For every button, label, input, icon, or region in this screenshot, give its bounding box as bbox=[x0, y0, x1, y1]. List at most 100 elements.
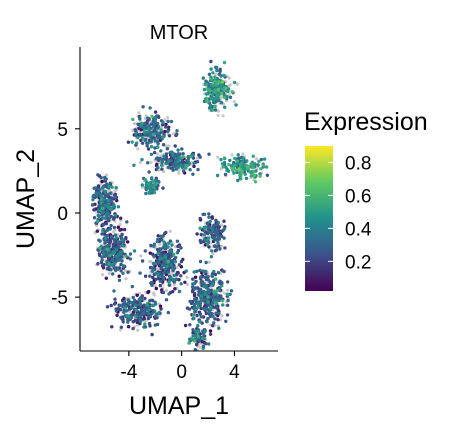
cell-point bbox=[217, 98, 221, 103]
cell-point bbox=[163, 268, 167, 272]
cell-point bbox=[225, 168, 229, 172]
cell-point bbox=[193, 348, 197, 351]
cell-point bbox=[151, 180, 156, 184]
cell-point bbox=[124, 254, 128, 258]
cell-point bbox=[110, 185, 114, 189]
cell-point bbox=[219, 101, 224, 105]
cell-point bbox=[233, 156, 237, 161]
cell-point bbox=[122, 305, 126, 309]
cell-point bbox=[158, 279, 162, 283]
cell-point bbox=[199, 306, 203, 311]
cell-point bbox=[261, 163, 265, 167]
cell-point bbox=[210, 283, 214, 287]
cell-point bbox=[176, 165, 180, 169]
cell-point bbox=[164, 125, 168, 129]
cell-point bbox=[138, 305, 142, 309]
cell-point bbox=[206, 222, 210, 226]
cell-point bbox=[146, 311, 150, 315]
cell-point bbox=[208, 323, 212, 327]
cell-point bbox=[212, 321, 216, 325]
cell-point bbox=[164, 161, 169, 166]
cell-point bbox=[130, 140, 134, 144]
cell-point bbox=[171, 277, 176, 282]
cell-point bbox=[146, 116, 150, 120]
cell-point bbox=[177, 263, 182, 267]
cell-point bbox=[188, 323, 192, 327]
cell-point bbox=[152, 309, 157, 313]
cell-point bbox=[214, 311, 218, 315]
cell-point bbox=[198, 259, 203, 264]
cell-point bbox=[204, 239, 208, 243]
cell-point bbox=[113, 250, 117, 254]
cell-point bbox=[189, 154, 193, 158]
cell-point bbox=[153, 139, 158, 143]
cell-point bbox=[207, 215, 211, 219]
cell-point bbox=[156, 145, 160, 149]
cell-point bbox=[238, 172, 242, 176]
cell-point bbox=[253, 180, 258, 184]
cell-point bbox=[243, 172, 247, 176]
cell-point bbox=[150, 176, 154, 180]
cell-point bbox=[126, 240, 130, 244]
y-tick-label: -5 bbox=[51, 288, 68, 309]
cell-point bbox=[184, 163, 188, 168]
cell-point bbox=[206, 274, 210, 279]
cell-point bbox=[126, 317, 130, 322]
cell-point bbox=[235, 162, 239, 166]
cell-point bbox=[118, 234, 123, 238]
cell-point bbox=[255, 157, 259, 161]
cell-point bbox=[94, 186, 98, 190]
cell-point bbox=[220, 162, 225, 166]
cell-point bbox=[164, 156, 168, 161]
cell-point bbox=[164, 264, 169, 269]
cell-point bbox=[160, 159, 164, 163]
y-tick-label: 0 bbox=[57, 204, 68, 225]
cell-point bbox=[206, 300, 210, 305]
cell-point bbox=[139, 124, 143, 128]
cell-point bbox=[214, 65, 219, 70]
cell-point bbox=[100, 258, 104, 262]
cell-point bbox=[183, 280, 187, 284]
cell-point bbox=[236, 178, 240, 183]
cell-point bbox=[156, 141, 160, 146]
cell-point bbox=[222, 60, 227, 65]
cell-point bbox=[175, 129, 179, 133]
cell-point bbox=[185, 283, 189, 287]
cell-point bbox=[116, 225, 121, 229]
cell-point bbox=[218, 318, 222, 322]
cell-point bbox=[225, 95, 229, 99]
cell-point bbox=[152, 150, 157, 155]
cell-point bbox=[187, 307, 192, 311]
cell-point bbox=[199, 232, 203, 237]
cell-point bbox=[209, 77, 213, 81]
cell-point bbox=[193, 275, 198, 279]
cell-point bbox=[152, 124, 156, 128]
cell-point bbox=[256, 163, 260, 167]
cell-point bbox=[213, 104, 217, 109]
cell-point bbox=[180, 159, 185, 163]
cell-point bbox=[119, 219, 123, 223]
colorbar-tick-label: 0.6 bbox=[345, 186, 371, 207]
cell-point bbox=[96, 262, 100, 266]
cell-point bbox=[237, 167, 241, 171]
cell-point bbox=[132, 122, 136, 126]
cell-point bbox=[148, 315, 153, 319]
cell-point bbox=[216, 270, 221, 275]
cell-point bbox=[214, 299, 219, 303]
cell-point bbox=[216, 220, 220, 225]
cell-point bbox=[222, 73, 226, 78]
cell-point bbox=[162, 244, 167, 248]
cell-point bbox=[181, 155, 185, 159]
cell-point bbox=[204, 342, 208, 346]
cell-point bbox=[201, 346, 205, 350]
cell-point bbox=[228, 292, 232, 296]
cell-point bbox=[163, 255, 168, 259]
cell-point bbox=[106, 198, 111, 202]
cell-point bbox=[188, 299, 192, 303]
cell-point bbox=[218, 69, 222, 74]
cell-point bbox=[214, 223, 218, 228]
cell-point bbox=[240, 169, 244, 174]
cell-point bbox=[179, 282, 183, 286]
cell-point bbox=[196, 330, 200, 334]
colorbar-ticks: 0.2 0.4 0.6 0.8 bbox=[305, 153, 372, 273]
